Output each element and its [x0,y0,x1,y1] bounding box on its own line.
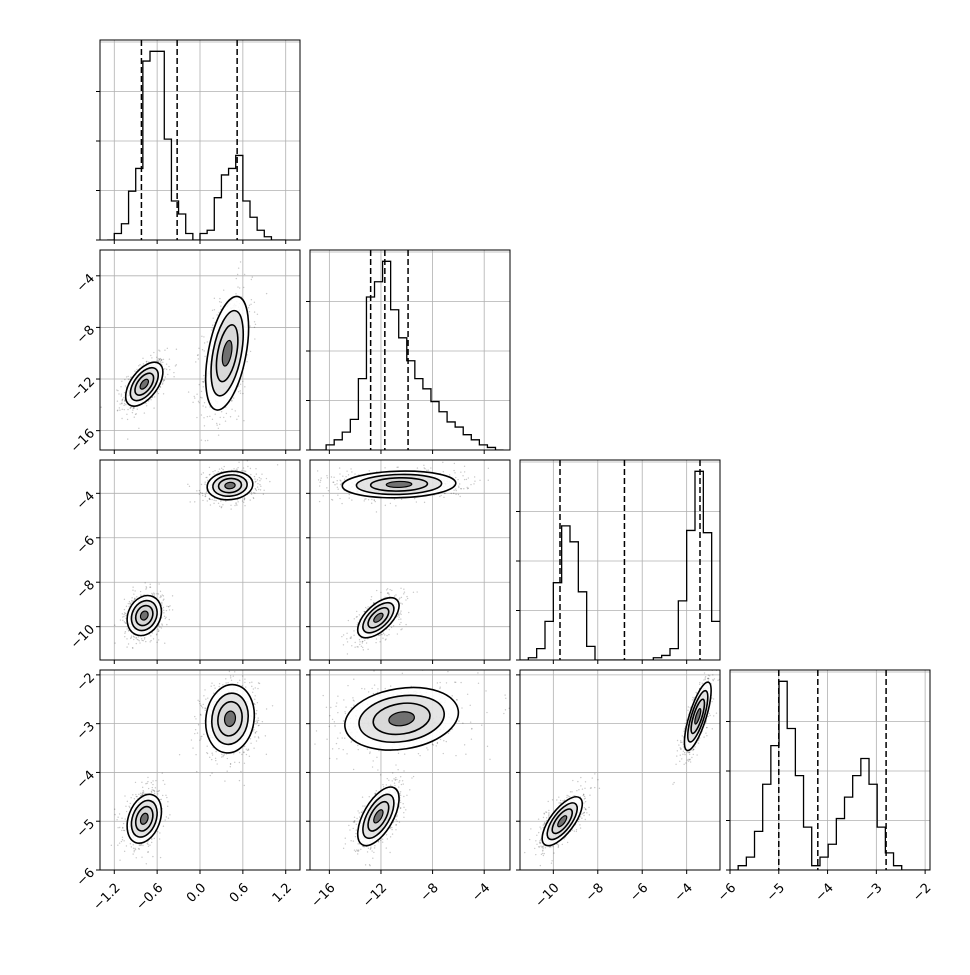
x-tick-label: −2 [910,881,934,905]
y-tick-label: −6 [74,533,98,557]
histogram-panel-2 [520,460,720,660]
y-tick-label: −4 [74,768,98,792]
x-tick-label: −6 [715,881,739,905]
x-tick-label: 0.6 [227,881,252,906]
y-tick-label: −2 [74,670,98,694]
y-tick-label: −3 [74,719,98,743]
pair-panel-1-2 [293,458,510,660]
histogram-panel-3 [730,670,930,870]
pair-panel-0-3 [100,665,300,870]
x-tick-label: −10 [533,881,563,911]
y-tick-label: −6 [74,865,98,889]
x-tick-label: −6 [627,881,651,905]
panel-frame [520,460,720,660]
histogram-step-line [107,51,286,240]
y-tick-label: −10 [68,622,98,652]
y-tick-label: −4 [74,271,98,295]
pair-panel-1-3 [304,653,510,870]
histogram-step-line [310,261,504,450]
x-tick-label: −4 [469,881,493,905]
x-tick-label: −16 [309,881,339,911]
histogram-step-line [730,681,930,870]
x-tick-label: −8 [418,881,442,905]
density-peak [225,482,236,489]
histogram-step-line [520,471,720,660]
x-tick-label: −3 [861,881,885,905]
pair-panel-0-2 [100,460,300,660]
x-tick-label: 0.0 [184,881,209,906]
histogram-panel-1 [310,250,510,450]
x-tick-label: −5 [764,881,788,905]
panel-frame [730,670,930,870]
pair-panel-0-1 [100,228,300,462]
y-tick-label: −4 [74,489,98,513]
x-tick-label: −4 [813,881,837,905]
x-tick-label: −12 [360,881,390,911]
y-tick-label: −16 [68,426,98,456]
y-tick-label: −8 [74,578,98,602]
histogram-panel-0 [100,40,300,240]
panel-frame [310,250,510,450]
x-tick-label: −0.6 [133,881,166,914]
density-peak [386,481,412,488]
x-tick-label: −1.2 [91,881,124,914]
x-tick-label: 1.2 [270,881,295,906]
y-tick-label: −12 [68,374,98,404]
y-tick-label: −5 [74,817,98,841]
x-tick-label: −8 [583,881,607,905]
pair-panel-2-3 [520,664,722,870]
x-tick-label: −4 [672,881,696,905]
y-tick-label: −8 [74,323,98,347]
